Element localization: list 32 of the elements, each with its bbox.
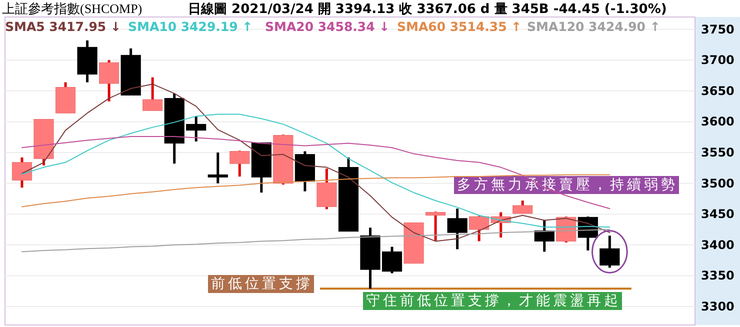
- candlestick: [208, 151, 228, 185]
- line-series: [22, 136, 610, 210]
- text: SMA5 3417.95 ↓: [5, 19, 121, 34]
- y-tick-label: 3350: [701, 268, 734, 283]
- chart-subtitle: 日線圖 2021/03/24 開 3394.13 收 3367.06 d 量 345B -44.45 (-1.30%): [188, 2, 667, 17]
- y-tick-label: 3500: [701, 176, 734, 190]
- candlestick: [512, 199, 533, 215]
- y-tick-label: 3400: [701, 238, 734, 252]
- annotation: 前低位置支撐: [208, 275, 314, 293]
- candlestick: [534, 219, 554, 253]
- candlestick: [230, 149, 250, 178]
- candlestick: [99, 58, 120, 103]
- y-tick-label: 3450: [701, 207, 734, 222]
- text: SMA10 3429.19 ↑: [128, 19, 253, 34]
- y-tick-label: 3550: [701, 146, 734, 160]
- annotation: 守住前低位置支撐，才能震盪再起: [363, 292, 622, 310]
- candlestick: [12, 156, 32, 189]
- candlestick: [426, 210, 446, 242]
- annotation: 多方無力承接賣壓，持續弱勢: [454, 176, 679, 194]
- y-tick-label: 3650: [701, 84, 734, 98]
- y-tick-label: 3750: [701, 22, 734, 36]
- candlestick: [447, 207, 468, 250]
- chart-title: 上証參考指數(SHCOMP): [2, 1, 142, 16]
- text: SMA60 3514.35 ↑: [397, 19, 522, 34]
- y-tick-label: 3600: [701, 114, 734, 129]
- line-series: [22, 174, 610, 208]
- candlestick: [142, 76, 163, 112]
- candlestick: [600, 234, 620, 269]
- y-tick-label: 3700: [701, 53, 734, 68]
- text: SMA120 3424.90 ↑: [527, 19, 660, 34]
- y-tick-label: 3300: [701, 300, 734, 314]
- text: SMA20 3458.34 ↓: [265, 19, 390, 34]
